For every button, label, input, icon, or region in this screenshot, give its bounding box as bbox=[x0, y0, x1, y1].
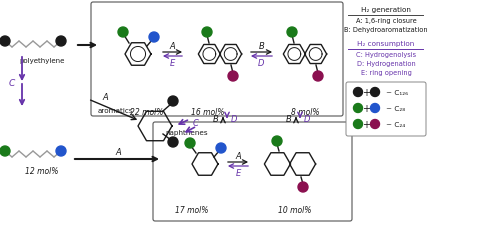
Text: E: ring opening: E: ring opening bbox=[360, 70, 411, 76]
Text: H₂ consumption: H₂ consumption bbox=[358, 41, 415, 47]
Circle shape bbox=[371, 104, 380, 113]
Circle shape bbox=[56, 146, 66, 156]
Circle shape bbox=[272, 136, 282, 146]
Text: A: A bbox=[235, 151, 241, 160]
Circle shape bbox=[353, 104, 362, 113]
Text: B: B bbox=[213, 114, 219, 123]
Text: ~ C₁₂₆: ~ C₁₂₆ bbox=[386, 90, 408, 95]
Text: H₂ generation: H₂ generation bbox=[361, 7, 411, 13]
Circle shape bbox=[371, 120, 380, 129]
Circle shape bbox=[168, 137, 178, 147]
Text: D: D bbox=[231, 114, 238, 123]
Text: C: C bbox=[193, 118, 199, 127]
Text: 22 mol%: 22 mol% bbox=[130, 108, 164, 117]
Text: +: + bbox=[362, 88, 370, 98]
Text: E: E bbox=[170, 59, 175, 68]
Text: 16 mol%: 16 mol% bbox=[191, 108, 225, 117]
Circle shape bbox=[0, 37, 10, 47]
Text: aromatics: aromatics bbox=[98, 108, 133, 114]
Circle shape bbox=[56, 37, 66, 47]
Circle shape bbox=[353, 120, 362, 129]
Text: B: Dehydroaromatization: B: Dehydroaromatization bbox=[344, 27, 428, 33]
Circle shape bbox=[228, 72, 238, 82]
Text: A: A bbox=[115, 147, 121, 156]
Circle shape bbox=[353, 88, 362, 97]
Circle shape bbox=[202, 28, 212, 38]
Circle shape bbox=[371, 88, 380, 97]
Text: D: D bbox=[304, 114, 311, 123]
Circle shape bbox=[287, 28, 297, 38]
Text: A: A bbox=[102, 93, 108, 101]
FancyBboxPatch shape bbox=[153, 123, 352, 221]
Text: B: B bbox=[286, 114, 292, 123]
Text: C: C bbox=[9, 78, 15, 87]
Text: 10 mol%: 10 mol% bbox=[278, 205, 312, 214]
Circle shape bbox=[149, 33, 159, 43]
Text: 17 mol%: 17 mol% bbox=[175, 205, 208, 214]
Circle shape bbox=[313, 72, 323, 82]
Text: +: + bbox=[362, 104, 370, 114]
Text: C: Hydrogenolysis: C: Hydrogenolysis bbox=[356, 52, 416, 58]
Text: E: E bbox=[235, 168, 240, 177]
Text: naphthenes: naphthenes bbox=[165, 129, 208, 135]
Text: 12 mol%: 12 mol% bbox=[25, 166, 59, 175]
Text: D: Hydrogenation: D: Hydrogenation bbox=[357, 61, 415, 67]
Text: ~ C₂₄: ~ C₂₄ bbox=[386, 121, 405, 128]
Text: A: 1,6-ring closure: A: 1,6-ring closure bbox=[356, 18, 416, 24]
Circle shape bbox=[298, 182, 308, 192]
Text: D: D bbox=[258, 59, 265, 68]
Text: A: A bbox=[169, 42, 175, 51]
Circle shape bbox=[118, 28, 128, 38]
Text: 8 mol%: 8 mol% bbox=[291, 108, 319, 117]
Text: ~ C₂₈: ~ C₂₈ bbox=[386, 106, 405, 112]
Text: +: + bbox=[362, 120, 370, 129]
FancyBboxPatch shape bbox=[346, 83, 426, 136]
Circle shape bbox=[216, 143, 226, 153]
Text: B: B bbox=[259, 42, 264, 51]
Text: polyethylene: polyethylene bbox=[19, 58, 65, 64]
Circle shape bbox=[168, 97, 178, 106]
Circle shape bbox=[185, 138, 195, 148]
Circle shape bbox=[0, 146, 10, 156]
FancyBboxPatch shape bbox=[91, 3, 343, 117]
